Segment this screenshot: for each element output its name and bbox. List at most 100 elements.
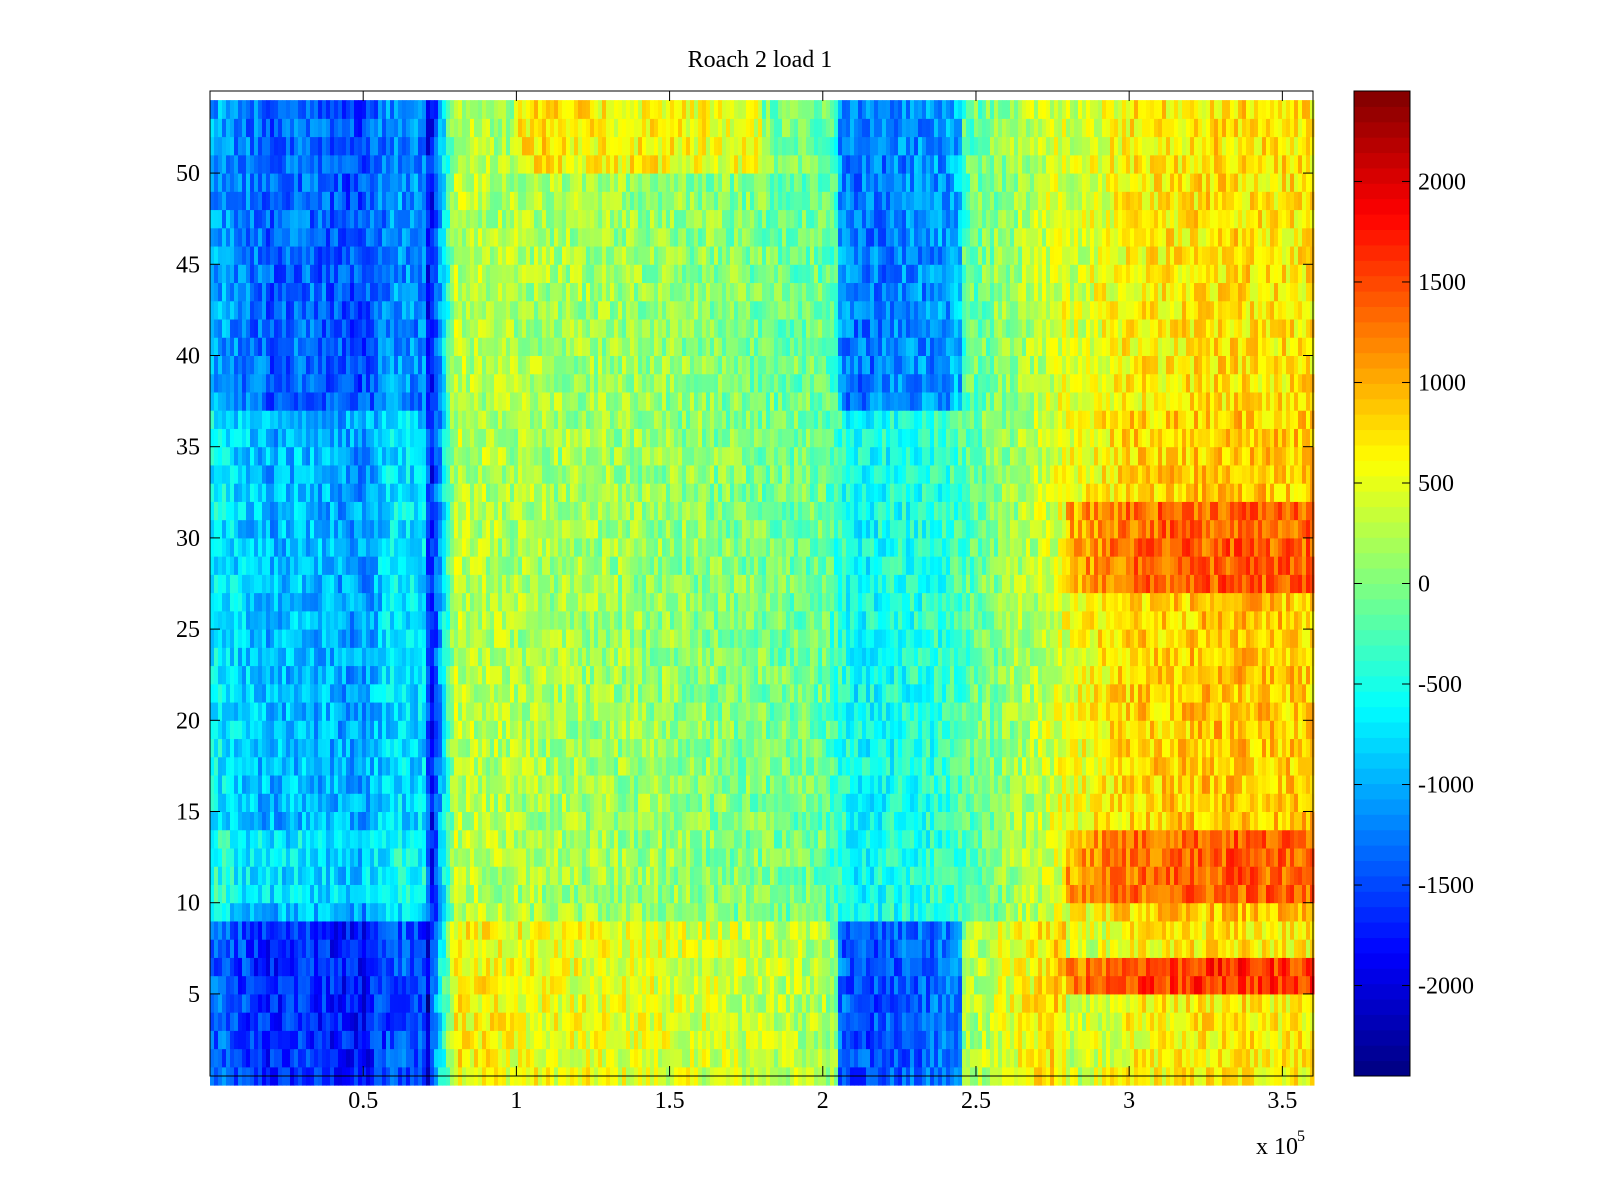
heatmap-cell [866,975,871,995]
heatmap-cell [778,847,783,867]
heatmap-cell [738,866,743,885]
heatmap-cell [982,957,987,977]
heatmap-cell [1066,1048,1071,1068]
heatmap-cell [870,993,875,1013]
heatmap-cell [1102,866,1107,885]
heatmap-cell [270,920,275,940]
heatmap-cell [382,793,387,813]
heatmap-cell [594,939,599,958]
heatmap-cell [970,811,975,831]
heatmap-cell [462,1030,467,1050]
heatmap-cell [218,920,223,940]
heatmap-cell [806,866,811,885]
heatmap-cell [310,993,315,1013]
heatmap-cell [894,829,899,849]
heatmap-cell [1018,756,1023,776]
heatmap-cell [946,775,951,794]
heatmap-cell [1038,775,1043,794]
heatmap-cell [1010,793,1015,813]
heatmap-cell [398,902,403,922]
heatmap-cell [926,793,931,813]
heatmap-cell [1130,993,1135,1013]
heatmap-cell [534,957,539,977]
heatmap-cell [1106,993,1111,1013]
heatmap-cell [834,1048,839,1068]
heatmap-cell [1138,957,1143,977]
heatmap-cell [858,993,863,1013]
heatmap-cell [1146,939,1151,958]
heatmap-cell [250,775,255,794]
heatmap-cell [418,993,423,1013]
heatmap-cell [1302,920,1307,940]
heatmap-cell [1190,902,1195,922]
heatmap-cell [250,847,255,867]
heatmap-cell [1038,957,1043,977]
heatmap-cell [602,902,607,922]
heatmap-cell [962,939,967,958]
heatmap-cell [638,775,643,794]
heatmap-cell [578,756,583,776]
heatmap-cell [422,920,427,940]
heatmap-cell [574,902,579,922]
heatmap-cell [674,1048,679,1068]
heatmap-cell [1278,993,1283,1013]
heatmap-cell [330,793,335,813]
heatmap-cell [962,1030,967,1050]
heatmap-cell [286,811,291,831]
heatmap-cell [554,939,559,958]
heatmap-cell [306,1030,311,1050]
heatmap-cell [1078,829,1083,849]
heatmap-cell [1014,957,1019,977]
heatmap-cell [1010,884,1015,904]
heatmap-cell [770,884,775,904]
heatmap-cell [862,793,867,813]
heatmap-cell [670,866,675,885]
heatmap-cell [498,829,503,849]
heatmap-cell [850,1030,855,1050]
heatmap-cell [1222,775,1227,794]
heatmap-cell [414,939,419,958]
heatmap-cell [650,902,655,922]
heatmap-cell [990,975,995,995]
heatmap-cell [810,957,815,977]
heatmap-cell [1266,756,1271,776]
heatmap-cell [874,829,879,849]
heatmap-cell [1282,756,1287,776]
heatmap-cell [434,1012,439,1031]
heatmap-cell [1106,902,1111,922]
heatmap-cell [1262,793,1267,813]
heatmap-cell [458,902,463,922]
heatmap-cell [534,811,539,831]
heatmap-cell [898,847,903,867]
heatmap-cell [1002,1012,1007,1031]
heatmap-cell [506,1048,511,1068]
heatmap-cell [1114,793,1119,813]
heatmap-cell [226,866,231,885]
heatmap-cell [1122,866,1127,885]
heatmap-cell [230,993,235,1013]
heatmap-cell [1042,775,1047,794]
heatmap-cell [262,1030,267,1050]
heatmap-cell [1030,902,1035,922]
heatmap-cell [1138,847,1143,867]
heatmap-cell [762,884,767,904]
heatmap-cell [958,866,963,885]
heatmap-cell [670,993,675,1013]
heatmap-cell [306,866,311,885]
heatmap-cell [266,1048,271,1068]
heatmap-cell [478,847,483,867]
heatmap-cell [562,847,567,867]
heatmap-cell [1138,975,1143,995]
heatmap-cell [534,1012,539,1031]
heatmap-cell [614,775,619,794]
heatmap-cell [338,993,343,1013]
heatmap-cell [214,793,219,813]
heatmap-cell [490,811,495,831]
heatmap-cell [1226,884,1231,904]
heatmap-cell [626,829,631,849]
heatmap-cell [250,829,255,849]
heatmap-cell [274,993,279,1013]
heatmap-cell [1146,1048,1151,1068]
heatmap-cell [606,1048,611,1068]
heatmap-cell [298,793,303,813]
